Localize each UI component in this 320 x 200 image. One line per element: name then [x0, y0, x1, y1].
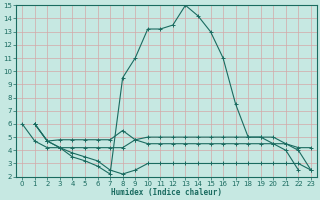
X-axis label: Humidex (Indice chaleur): Humidex (Indice chaleur) — [111, 188, 222, 197]
